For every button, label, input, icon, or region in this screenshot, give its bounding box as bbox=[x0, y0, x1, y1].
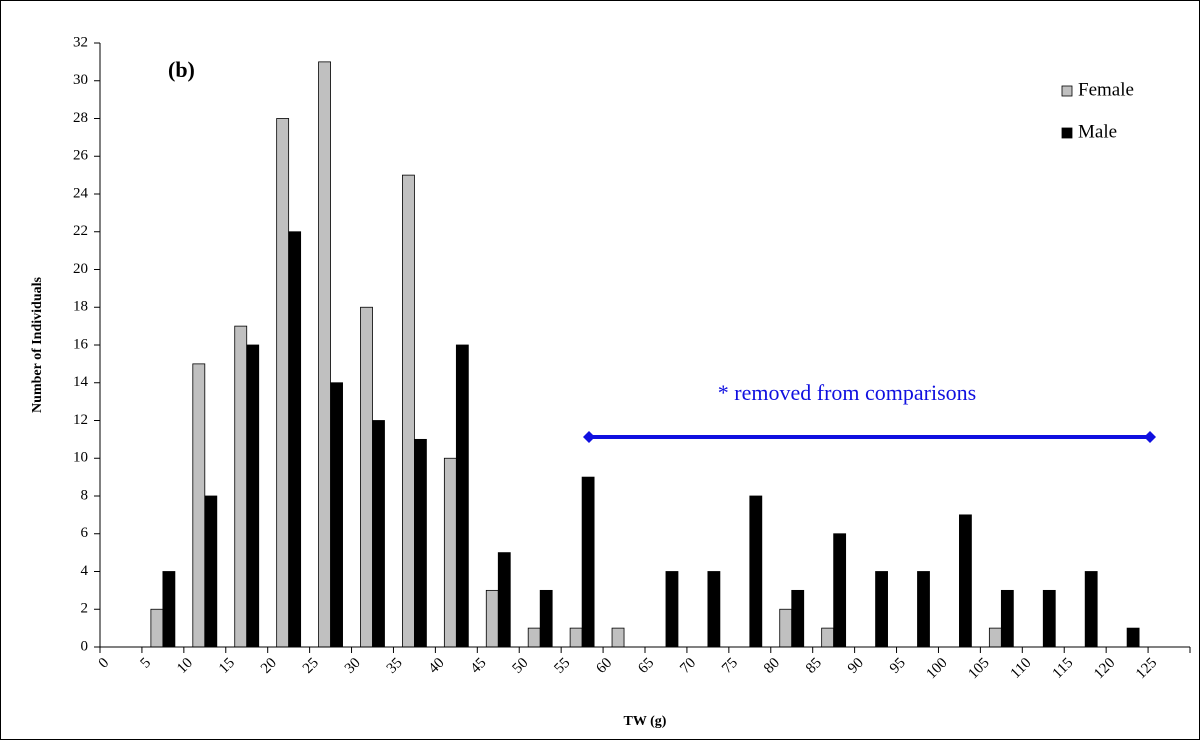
bar bbox=[707, 571, 721, 648]
bar bbox=[791, 589, 805, 648]
bar bbox=[1042, 589, 1056, 648]
y-tick-label: 12 bbox=[73, 412, 88, 428]
bar bbox=[455, 344, 469, 648]
bar bbox=[821, 627, 835, 648]
bar bbox=[360, 306, 373, 648]
y-tick-label: 26 bbox=[73, 148, 89, 164]
bar bbox=[833, 533, 847, 648]
bar bbox=[150, 608, 164, 648]
bar bbox=[192, 363, 206, 648]
bar bbox=[402, 174, 415, 648]
y-tick-label: 2 bbox=[81, 601, 89, 617]
bar bbox=[527, 627, 541, 648]
bar bbox=[204, 495, 218, 648]
bar bbox=[497, 552, 511, 648]
y-tick-label: 24 bbox=[73, 185, 89, 201]
y-tick-label: 16 bbox=[73, 336, 89, 352]
bar bbox=[234, 325, 248, 648]
y-tick-label: 28 bbox=[73, 110, 88, 126]
bar bbox=[749, 495, 763, 648]
legend-swatch bbox=[1061, 85, 1073, 97]
y-tick-label: 8 bbox=[81, 487, 89, 503]
y-tick-label: 20 bbox=[73, 261, 88, 277]
bracket-end bbox=[583, 431, 595, 443]
x-axis-title: TW (g) bbox=[624, 714, 667, 729]
bar bbox=[1084, 571, 1098, 648]
bracket-end bbox=[1144, 431, 1156, 443]
y-tick-label: 14 bbox=[73, 374, 89, 390]
bar bbox=[276, 118, 290, 648]
bar bbox=[288, 231, 302, 648]
bar bbox=[162, 571, 176, 648]
y-tick-label: 10 bbox=[73, 450, 88, 466]
bar bbox=[318, 61, 331, 648]
y-tick-label: 0 bbox=[81, 638, 89, 654]
legend-label: Female bbox=[1078, 79, 1134, 100]
annotation: * removed from comparisons bbox=[718, 380, 976, 405]
bar bbox=[611, 627, 625, 648]
legend-label: Male bbox=[1078, 121, 1117, 142]
bar bbox=[581, 476, 595, 648]
bar bbox=[414, 438, 427, 648]
bar bbox=[917, 571, 930, 648]
y-tick-label: 30 bbox=[73, 72, 88, 88]
bar bbox=[959, 514, 972, 648]
bar bbox=[330, 382, 343, 648]
bar bbox=[246, 344, 260, 648]
y-tick-label: 6 bbox=[81, 525, 89, 541]
y-tick-label: 32 bbox=[73, 34, 88, 50]
y-tick-label: 18 bbox=[73, 299, 88, 315]
bar bbox=[539, 589, 553, 648]
y-tick-label: 4 bbox=[81, 563, 89, 579]
bar bbox=[1000, 589, 1014, 648]
bar bbox=[988, 627, 1002, 648]
bar bbox=[875, 571, 888, 648]
bar bbox=[1126, 627, 1140, 648]
bar bbox=[372, 420, 385, 648]
bar bbox=[779, 608, 793, 648]
bar bbox=[443, 457, 457, 648]
y-axis-title: Number of Individuals bbox=[30, 277, 45, 413]
bar bbox=[485, 589, 499, 648]
bar bbox=[665, 571, 679, 648]
y-tick-label: 22 bbox=[73, 223, 88, 239]
bar bbox=[569, 627, 583, 648]
legend-swatch bbox=[1061, 127, 1073, 139]
panel-label: (b) bbox=[168, 57, 195, 82]
